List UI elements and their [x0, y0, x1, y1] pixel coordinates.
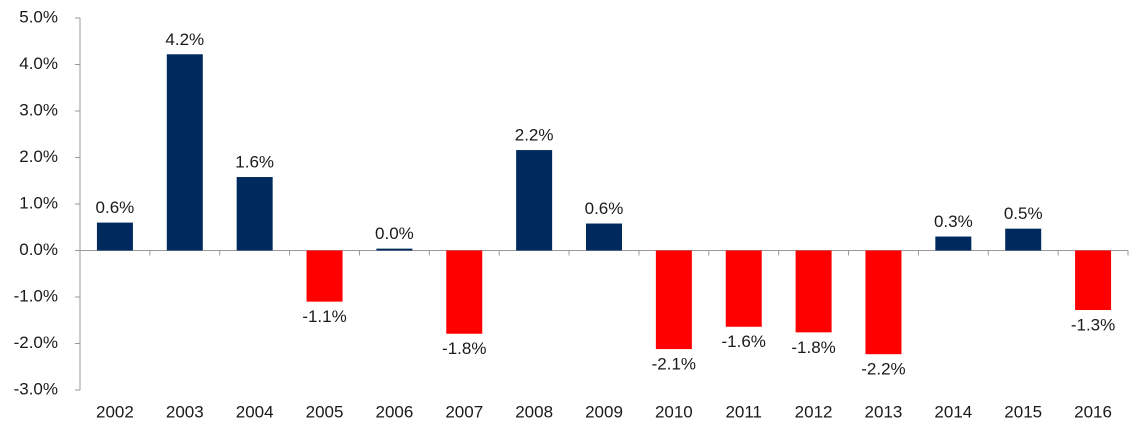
value-label: -1.8%	[791, 338, 835, 357]
value-label: -1.3%	[1071, 316, 1115, 335]
x-tick-label: 2009	[585, 402, 623, 421]
value-label: 0.5%	[1004, 204, 1043, 223]
value-label: 0.6%	[585, 199, 624, 218]
x-tick-label: 2004	[236, 402, 274, 421]
value-label: 0.6%	[96, 198, 135, 217]
bar	[376, 248, 413, 251]
bar	[1005, 228, 1042, 251]
x-tick-label: 2005	[306, 402, 344, 421]
y-tick-label: 5.0%	[19, 7, 58, 26]
y-tick-label: 2.0%	[19, 147, 58, 166]
bar	[655, 250, 692, 350]
y-tick-label: -1.0%	[14, 286, 58, 305]
bar	[236, 177, 273, 251]
bar	[306, 250, 343, 302]
bar	[166, 54, 203, 251]
value-label: -1.8%	[442, 339, 486, 358]
x-tick-label: 2012	[795, 402, 833, 421]
value-label: -1.1%	[302, 307, 346, 326]
y-tick-label: 4.0%	[19, 54, 58, 73]
value-label: 4.2%	[165, 30, 204, 49]
y-tick-label: -3.0%	[14, 379, 58, 398]
bar	[446, 250, 483, 334]
y-tick-label: 1.0%	[19, 193, 58, 212]
bar	[586, 223, 622, 251]
bar	[795, 250, 832, 333]
value-label: 0.3%	[934, 212, 973, 231]
x-tick-label: 2014	[934, 402, 972, 421]
bar	[1075, 250, 1112, 311]
x-tick-label: 2015	[1004, 402, 1042, 421]
x-tick-label: 2006	[375, 402, 413, 421]
bar	[725, 250, 762, 327]
y-tick-label: 0.0%	[19, 240, 58, 259]
value-label: 0.0%	[375, 224, 414, 243]
value-label: -2.1%	[652, 355, 696, 374]
bar	[516, 150, 553, 251]
y-tick-label: 3.0%	[19, 100, 58, 119]
x-tick-label: 2010	[655, 402, 693, 421]
value-label: -2.2%	[861, 360, 905, 379]
x-tick-label: 2002	[96, 402, 134, 421]
y-tick-label: -2.0%	[14, 333, 58, 352]
x-tick-label: 2011	[725, 402, 762, 421]
value-label: 2.2%	[515, 126, 554, 145]
value-label: -1.6%	[722, 332, 766, 351]
x-tick-label: 2007	[445, 402, 483, 421]
x-tick-label: 2016	[1074, 402, 1112, 421]
bar	[935, 236, 972, 251]
bar	[96, 222, 133, 251]
x-tick-label: 2003	[166, 402, 204, 421]
x-tick-label: 2013	[865, 402, 903, 421]
bar	[865, 250, 902, 355]
value-label: 1.6%	[235, 153, 274, 172]
x-tick-label: 2008	[515, 402, 553, 421]
